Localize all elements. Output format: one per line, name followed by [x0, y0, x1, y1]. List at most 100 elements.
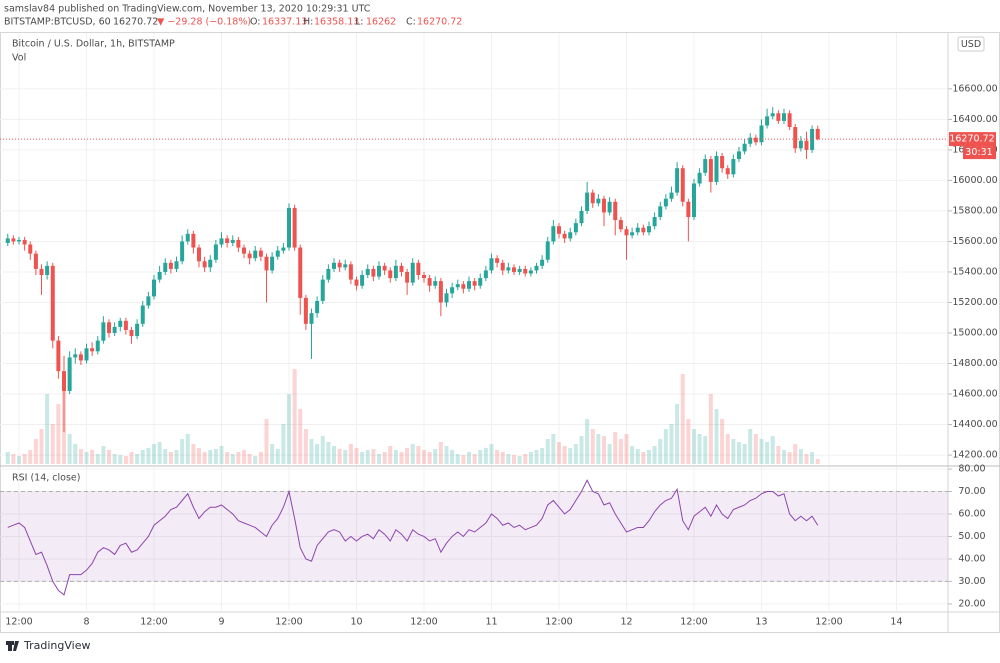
candle-body [11, 238, 16, 242]
volume-bar [731, 439, 736, 464]
candle-body [388, 270, 393, 279]
candle-body [568, 232, 573, 239]
volume-bar [11, 454, 16, 464]
volume-bar [759, 439, 764, 464]
candle-body [562, 233, 567, 239]
volume-bar [641, 452, 646, 464]
candle-body [225, 238, 230, 243]
candle-body [50, 265, 55, 341]
candle-body [90, 348, 95, 352]
candle-body [455, 284, 460, 288]
candle-body [613, 201, 618, 221]
volume-bar [568, 448, 573, 464]
x-tick-label: 12:00 [680, 617, 707, 628]
volume-bar [585, 419, 590, 464]
y-tick-label: 14200.00 [952, 450, 997, 461]
volume-bar [444, 446, 449, 464]
volume-bar [230, 454, 235, 464]
volume-bar [765, 442, 770, 464]
x-tick-label: 10 [350, 617, 362, 628]
volume-bar [489, 444, 494, 464]
publisher: samslav84 published on TradingView.com, … [4, 4, 371, 15]
x-tick-label: 13 [755, 617, 767, 628]
candle-body [152, 279, 157, 297]
candle-body [433, 281, 438, 286]
volume-bar [658, 439, 663, 464]
volume-bar [197, 448, 202, 464]
volume-bar [421, 450, 426, 464]
volume-bar [495, 450, 500, 464]
volume-bar [511, 455, 516, 464]
volume-bar [787, 452, 792, 464]
volume-bar [348, 444, 353, 464]
volume-bar [528, 452, 533, 464]
volume-bar [191, 444, 196, 464]
volume-bar [646, 450, 651, 464]
volume-bar [152, 444, 157, 464]
volume-bar [163, 449, 168, 464]
volume-bar [67, 434, 72, 464]
volume-bar [45, 394, 50, 464]
volume-bar [691, 429, 696, 464]
candle-body [382, 265, 387, 271]
x-tick-label: 12:00 [140, 617, 167, 628]
candle-body [736, 151, 741, 160]
y-tick-label: 15600.00 [952, 236, 997, 247]
volume-bar [540, 448, 545, 464]
l-label: L: [355, 17, 364, 28]
candle-body [748, 137, 753, 144]
candle-body [348, 264, 353, 280]
symbol: BITSTAMP:BTCUSD, 60 [4, 17, 111, 28]
o-label: O: [250, 17, 261, 28]
volume-bar [607, 444, 612, 464]
volume-bar [95, 454, 100, 464]
candle-body [686, 201, 691, 218]
candle-body [461, 284, 466, 289]
volume-bar [242, 450, 247, 464]
volume-bar [140, 450, 145, 464]
candle-body [804, 140, 809, 150]
rsi-tick-label: 20.00 [958, 598, 985, 609]
candle-body [714, 155, 719, 182]
volume-bar [376, 454, 381, 464]
volume-bar [652, 446, 657, 464]
x-tick-label: 8 [83, 617, 89, 628]
candle-body [67, 357, 72, 391]
volume-bar [393, 450, 398, 464]
candle-body [157, 271, 162, 280]
volume-bar [483, 448, 488, 464]
volume-bar [669, 424, 674, 464]
candle-body [410, 262, 415, 283]
volume-bar [472, 454, 477, 464]
volume-bar [427, 452, 432, 464]
volume-bar [331, 446, 336, 464]
pane-title: Bitcoin / U.S. Dollar, 1h, BITSTAMP [12, 39, 175, 50]
volume-bar [776, 446, 781, 464]
volume-bar [720, 419, 725, 464]
volume-bar [180, 439, 185, 464]
candle-body [112, 326, 117, 334]
candle-body [697, 172, 702, 184]
volume-bar [185, 434, 190, 464]
candle-body [213, 244, 218, 260]
candle-body [247, 253, 252, 259]
candle-body [534, 265, 539, 271]
brand: TradingView [6, 639, 90, 652]
candle-body [315, 300, 320, 314]
candle-body [421, 275, 426, 279]
volume-bar [500, 452, 505, 464]
volume-bar [135, 454, 140, 464]
x-tick-label: 14 [890, 617, 902, 628]
candle-body [197, 247, 202, 262]
candle-body [669, 192, 674, 199]
candle-body [320, 279, 325, 301]
candle-body [618, 220, 623, 230]
volume-bar [478, 450, 483, 464]
volume-bar [438, 442, 443, 464]
volume-bar [202, 452, 207, 464]
volume-bar [562, 446, 567, 464]
y-tick-label: 16400.00 [952, 114, 997, 125]
volume-bar [118, 455, 123, 464]
volume-bar [753, 434, 758, 464]
